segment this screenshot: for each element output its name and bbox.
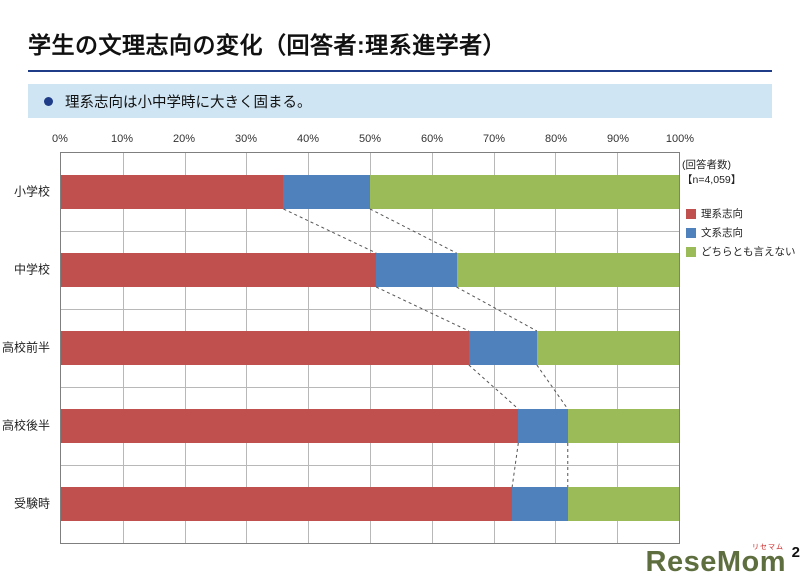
bar-segment-science: [61, 331, 469, 365]
bar-segment-science: [61, 175, 284, 209]
callout-text: 理系志向は小中学時に大きく固まる。: [65, 94, 312, 111]
gridline-horizontal: [61, 465, 679, 466]
bar-segment-science: [61, 253, 377, 287]
x-axis-ticks: 0% 10% 20% 30% 40% 50% 60% 70% 80% 90% 100%: [52, 133, 694, 147]
respondent-count-note: (回答者数) 【n=4,059】: [682, 158, 741, 187]
x-axis-tick: 100%: [665, 133, 695, 145]
stacked-bar: [61, 253, 679, 287]
x-axis-tick: 20%: [172, 133, 196, 145]
legend-label: どちらとも言えない: [701, 246, 796, 258]
bar-segment-humanities: [376, 253, 457, 287]
gridline-horizontal: [61, 231, 679, 232]
x-axis-tick: 30%: [234, 133, 258, 145]
stacked-bar: [61, 331, 679, 365]
legend-item-science: 理系志向: [686, 206, 796, 221]
bar-segment-neither: [456, 253, 679, 287]
y-axis-category-labels: 小学校中学校高校前半高校後半受験時: [0, 152, 56, 544]
bullet-icon: [44, 96, 53, 106]
legend-label: 文系志向: [701, 227, 743, 239]
watermark-text: ReseMom: [645, 546, 786, 578]
bar-segment-humanities: [283, 175, 370, 209]
category-label: 高校前半: [1, 340, 50, 355]
legend-item-humanities: 文系志向: [686, 225, 796, 240]
category-label: 中学校: [13, 262, 50, 277]
stacked-bar: [61, 487, 679, 521]
respondent-count-line2: 【n=4,059】: [682, 173, 742, 186]
category-label: 小学校: [13, 184, 50, 199]
watermark: ReseMom リセマム: [645, 544, 787, 579]
x-axis-tick: 10%: [110, 133, 134, 145]
bar-segment-humanities: [518, 409, 568, 443]
x-axis-tick: 60%: [420, 133, 444, 145]
bar-segment-neither: [567, 487, 679, 521]
x-axis-tick: 70%: [482, 133, 506, 145]
bar-segment-neither: [536, 331, 679, 365]
gridline-horizontal: [61, 387, 679, 388]
category-label: 高校後半: [1, 418, 50, 433]
x-axis-tick: 40%: [296, 133, 320, 145]
bar-segment-humanities: [468, 331, 537, 365]
legend-swatch-icon: [686, 227, 696, 238]
chart-legend: 理系志向文系志向どちらとも言えない: [686, 206, 796, 263]
legend-item-neither: どちらとも言えない: [686, 244, 796, 259]
category-label: 受験時: [13, 496, 50, 511]
bar-segment-neither: [567, 409, 679, 443]
watermark-logo: ReseMom リセマム: [645, 544, 787, 579]
stacked-bar: [61, 409, 679, 443]
title-underline: [28, 70, 772, 72]
page-title: 学生の文理志向の変化（回答者:理系進学者）: [28, 32, 507, 58]
bar-segment-humanities: [512, 487, 568, 521]
watermark-ruby: リセマム: [752, 544, 784, 551]
chart-plot-area: [60, 152, 680, 544]
bar-segment-neither: [369, 175, 679, 209]
gridline-horizontal: [61, 309, 679, 310]
x-axis-tick: 50%: [358, 133, 382, 145]
key-message-callout: 理系志向は小中学時に大きく固まる。: [28, 84, 772, 118]
legend-label: 理系志向: [701, 208, 743, 220]
respondent-count-line1: (回答者数): [682, 159, 731, 171]
x-axis-tick: 0%: [52, 133, 68, 145]
legend-swatch-icon: [686, 208, 696, 219]
x-axis-tick: 90%: [606, 133, 630, 145]
bar-segment-science: [61, 487, 513, 521]
page-number: 2: [791, 544, 800, 561]
bar-segment-science: [61, 409, 519, 443]
x-axis-tick: 80%: [544, 133, 568, 145]
stacked-bar: [61, 175, 679, 209]
legend-swatch-icon: [686, 246, 696, 257]
